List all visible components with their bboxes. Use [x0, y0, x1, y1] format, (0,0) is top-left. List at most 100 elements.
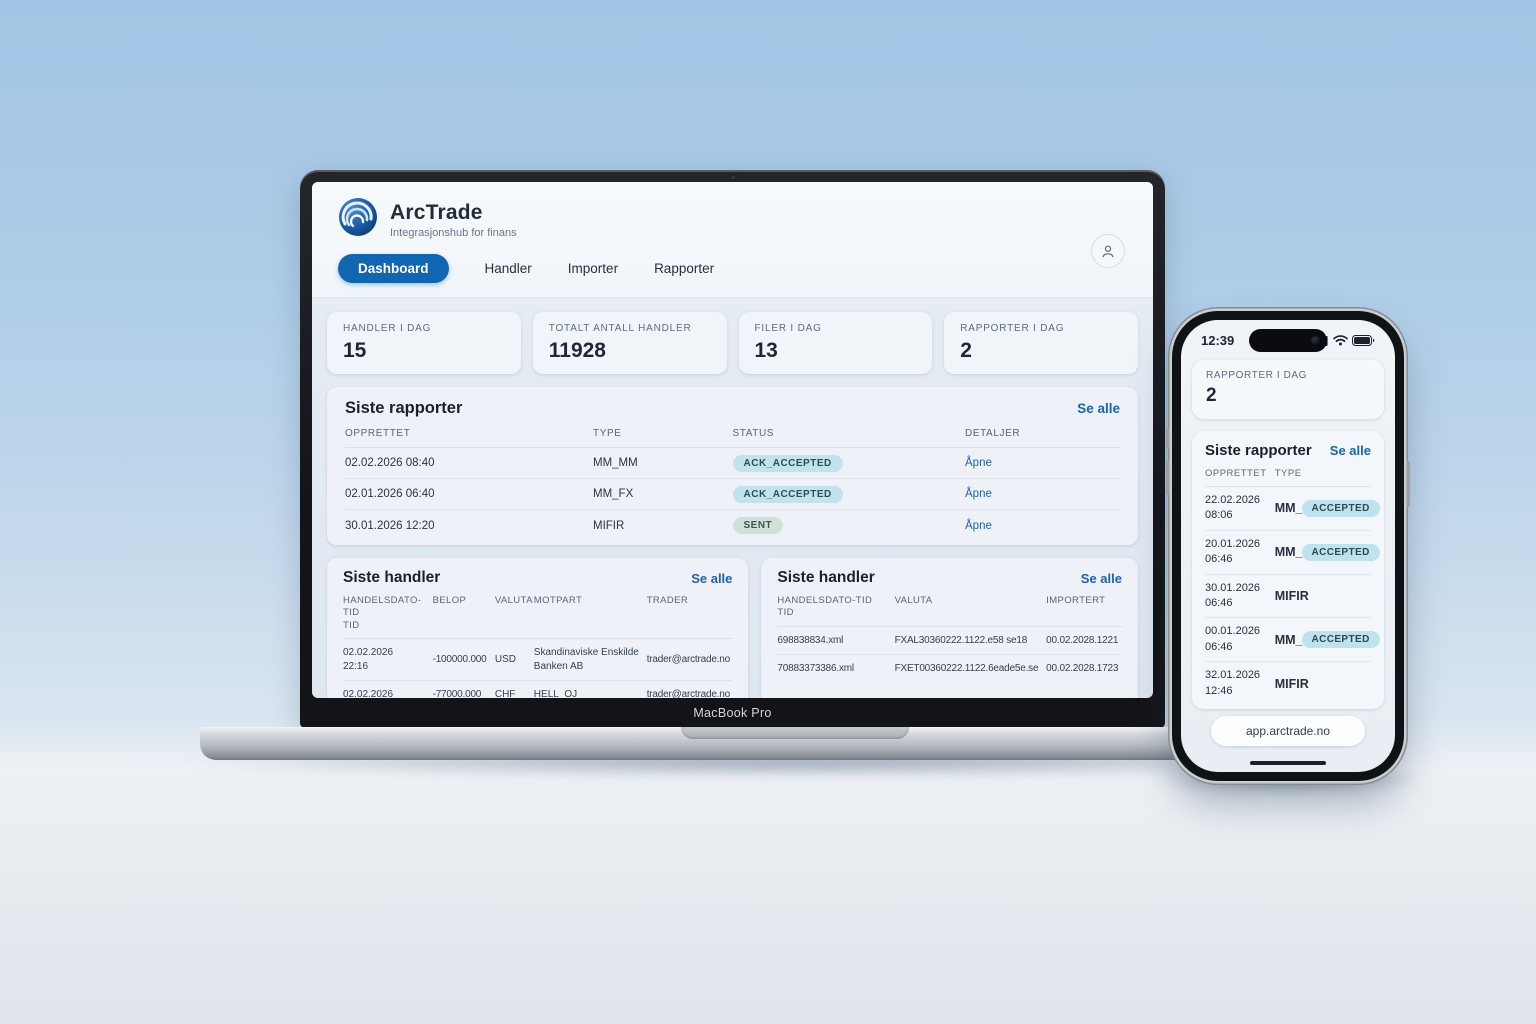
phone-see-all-link[interactable]: Se alle — [1329, 443, 1371, 458]
col-motpart: MOTPART — [533, 587, 647, 640]
phone-report-row: 30.01.2026 06:46 MIFIR — [1205, 575, 1371, 619]
stat-card-totalt-antall-handler: TOTALT ANTALL HANDLER 11928 — [532, 312, 727, 374]
trade-amount: -77000.000 — [432, 689, 482, 698]
import-row: 70883373386.xml FXET00360222.1122.6eade5… — [777, 655, 1122, 683]
report-type: MIFIR — [1274, 676, 1309, 691]
stat-label: FILER I DAG — [754, 323, 822, 334]
trade-datetime: 02.02.2026 — [343, 689, 394, 698]
trades-left-header-row: HANDELSDATO-TID TID BELOP VALUTA MOTPART… — [343, 587, 733, 640]
report-row: 30.01.2026 12:20 MIFIR SENT Åpne — [345, 510, 1120, 541]
col-importert: IMPORTERT — [1046, 587, 1122, 627]
tab-importer[interactable]: Importer — [567, 261, 619, 276]
trades-left-title: Siste handler — [343, 569, 441, 586]
col-status: STATUS — [732, 418, 965, 448]
report-row: 02.02.2026 08:40 MM_MM ACK_ACCEPTED Åpne — [345, 448, 1120, 479]
trade-currency: CHF — [494, 689, 516, 698]
trade-counterparty: HELL_OJ — [533, 689, 578, 698]
col-belop: BELOP — [432, 587, 495, 640]
reports-panel: Siste rapporter Se alle OPPRETTET TYPE S… — [327, 387, 1138, 545]
trades-right-see-all-link[interactable]: Se alle — [1080, 570, 1122, 586]
reports-panel-head: Siste rapporter Se alle — [345, 399, 1120, 418]
trades-left-head: Siste handler Se alle — [343, 569, 732, 587]
browser-address-bar[interactable]: app.arctrade.no — [1211, 716, 1365, 746]
stat-label: RAPPORTER I DAG — [960, 323, 1065, 334]
stat-value: 15 — [343, 339, 367, 362]
trade-counterparty: Skandinaviske Enskilde Banken AB — [533, 647, 639, 672]
open-report-link[interactable]: Åpne — [965, 457, 992, 469]
phone-stat-card: RAPPORTER I DAG 2 — [1192, 360, 1384, 419]
open-report-link[interactable]: Åpne — [965, 519, 992, 532]
reports-title: Siste rapporter — [345, 399, 463, 417]
report-datetime: 32.01.2026 12:46 — [1205, 669, 1261, 697]
user-avatar-button[interactable] — [1091, 234, 1125, 268]
app-tagline: Integrasjonshub for finans — [390, 226, 517, 239]
stat-label: RAPPORTER I DAG — [1206, 370, 1308, 381]
front-camera-icon — [1311, 336, 1320, 345]
brand-text: ArcTrade Integrasjonshub for finans — [390, 201, 517, 239]
col-type: TYPE — [1274, 459, 1371, 487]
trade-amount: -100000.000 — [432, 653, 487, 665]
trades-panel-left: Siste handler Se alle HANDELSDATO-TID TI… — [327, 558, 749, 698]
status-badge: ACCEPTED — [1301, 631, 1380, 649]
col-type: TYPE — [593, 418, 733, 448]
dynamic-island — [1249, 329, 1327, 352]
report-type-cell: MM_ ACCEPTED — [1274, 499, 1380, 517]
import-file: 70883373386.xml — [777, 663, 854, 675]
report-type-cell: MM_ ACCEPTED — [1274, 631, 1380, 649]
phone-reports-title: Siste rapporter — [1205, 442, 1312, 459]
phone-volume-button — [1166, 461, 1169, 495]
tab-dashboard[interactable]: Dashboard — [338, 254, 449, 283]
report-datetime: 00.01.2026 06:46 — [1205, 625, 1261, 653]
reports-header-row: OPPRETTET TYPE STATUS DETALJER — [345, 418, 1120, 448]
report-row: 02.01.2026 06:40 MM_FX ACK_ACCEPTED Åpne — [345, 479, 1120, 510]
trades-right-head: Siste handler Se alle — [777, 569, 1122, 587]
trade-datetime: 02.02.2026 22:16 — [343, 647, 394, 672]
reports-see-all-link[interactable]: Se alle — [1077, 401, 1120, 416]
phone-device: 12:39 — [1166, 311, 1410, 781]
report-type-cell: MM_ ACCEPTED — [1275, 543, 1380, 561]
import-date: 00.02.2028.1221 — [1046, 634, 1119, 646]
report-type: MIFIR — [593, 519, 625, 532]
report-datetime: 30.01.2026 06:46 — [1205, 581, 1261, 609]
open-report-link[interactable]: Åpne — [965, 488, 992, 500]
home-indicator — [1250, 761, 1326, 765]
report-type: MM_ — [1274, 501, 1303, 516]
stat-card-handler-i-dag: HANDLER I DAG 15 — [327, 312, 521, 374]
app-title: ArcTrade — [390, 200, 483, 224]
phone-app-window: 12:39 — [1181, 320, 1395, 772]
col-valuta: VALUTA — [894, 587, 1047, 627]
macbook-label: MacBook Pro — [693, 706, 772, 720]
dashboard-main: HANDLER I DAG 15 TOTALT ANTALL HANDLER 1… — [312, 298, 1153, 698]
status-badge: SENT — [732, 517, 784, 534]
report-type: MIFIR — [1274, 588, 1309, 603]
trades-left-see-all-link[interactable]: Se alle — [691, 570, 733, 586]
stat-card-filer-i-dag: FILER I DAG 13 — [738, 312, 933, 374]
trades-panel-right: Siste handler Se alle HANDELSDATO-TID TI… — [761, 558, 1138, 698]
tab-rapporter[interactable]: Rapporter — [654, 261, 715, 276]
report-type: MM_ — [1274, 632, 1303, 647]
phone-reports-header-row: OPPRETTET TYPE — [1205, 459, 1371, 487]
col-trader: TRADER — [646, 587, 733, 640]
report-datetime: 22.02.2026 08:06 — [1205, 494, 1261, 522]
stat-card-rapporter-i-dag: RAPPORTER I DAG 2 — [944, 312, 1138, 374]
col-opprettet: OPPRETTET — [345, 418, 593, 448]
import-file: 698838834.xml — [777, 634, 844, 646]
brand: ArcTrade Integrasjonshub for finans — [338, 197, 1127, 242]
trades-right-title: Siste handler — [777, 569, 875, 586]
battery-icon — [1352, 335, 1375, 346]
phone-report-row: 00.01.2026 06:46 MM_ ACCEPTED — [1205, 618, 1380, 663]
trade-row: 02.02.2026 22:16 -100000.000 USD Skandin… — [343, 639, 733, 682]
col-detaljer: DETALJER — [965, 418, 1120, 448]
import-ref: FXAL30360222.1122.e58 se18 — [894, 634, 1028, 646]
report-created: 02.01.2026 06:40 — [345, 488, 435, 500]
col-opprettet: OPPRETTET — [1205, 459, 1275, 487]
main-nav: Dashboard Handler Importer Rapporter — [338, 254, 1127, 297]
status-time: 12:39 — [1201, 333, 1235, 348]
import-date: 00.02.2028.1723 — [1046, 663, 1119, 675]
phone-reports-panel: Siste rapporter Se alle OPPRETTET TYPE 2… — [1192, 431, 1384, 709]
tab-handler[interactable]: Handler — [484, 261, 532, 276]
report-type-cell: MIFIR — [1275, 589, 1371, 603]
stat-value: 2 — [1206, 385, 1217, 406]
report-type-cell: MIFIR — [1275, 677, 1371, 691]
